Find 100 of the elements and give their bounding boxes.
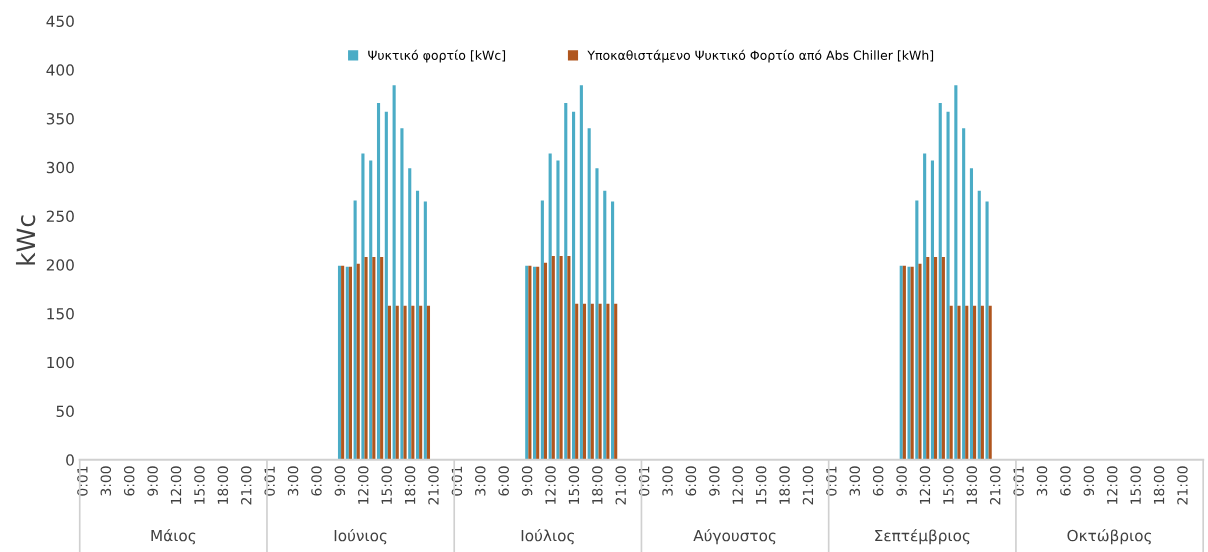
bar (408, 168, 412, 460)
bar (985, 201, 989, 460)
bar (384, 111, 388, 460)
bar (411, 305, 415, 460)
bar (977, 190, 981, 460)
x-tick-label: 6:00 (872, 466, 884, 496)
bar (559, 256, 563, 460)
x-tick-label: 15:00 (1130, 466, 1141, 504)
bar (962, 128, 966, 460)
x-tick-label: 9:00 (147, 466, 158, 496)
x-tick-label: 15:00 (194, 466, 205, 504)
x-tick-label: 21:00 (615, 466, 626, 505)
bar (582, 303, 587, 460)
y-tick-label: 50 (56, 405, 74, 418)
bar (954, 85, 958, 460)
x-tick-label: 18:00 (779, 466, 790, 504)
x-tick-label: 3:00 (287, 466, 299, 496)
x-tick-label: 12:00 (170, 466, 182, 504)
bar (587, 128, 591, 460)
bar (403, 305, 407, 460)
bar (419, 305, 423, 460)
x-tick-label: 21:00 (802, 466, 814, 505)
bar (949, 305, 953, 460)
y-tick-label: 200 (46, 259, 74, 271)
bar (614, 303, 618, 460)
text: Σεπτέμβριος (875, 528, 970, 545)
bar (934, 256, 938, 460)
y-tick-label: 0 (66, 454, 74, 466)
bar (564, 102, 568, 460)
x-tick-label: 15:00 (381, 466, 392, 504)
bar (387, 305, 392, 460)
bar (603, 190, 607, 460)
bar (926, 256, 930, 460)
x-tick-label: 6:00 (685, 466, 697, 496)
bar (361, 153, 365, 460)
bar (915, 200, 919, 460)
x-tick-label: 0:01 (264, 466, 275, 496)
bar (918, 263, 922, 460)
x-tick-label: 9:00 (334, 466, 346, 496)
bar (980, 305, 984, 460)
bar (988, 305, 992, 460)
bar (965, 305, 969, 460)
bar (923, 153, 927, 460)
bar (930, 160, 935, 460)
bar (395, 305, 399, 460)
x-tick-label: 21:00 (240, 466, 252, 505)
text: Μάιος (151, 528, 196, 545)
y-tick-label: 450 (46, 15, 74, 27)
bar (551, 256, 555, 460)
legend-label: Υποκαθιστάμενο Ψυκτικό Φορτίο από Abs Chiller [kWh] (587, 49, 934, 63)
x-tick-label: 3:00 (662, 466, 673, 496)
text: Οκτώβριος (1067, 528, 1152, 545)
bar (572, 111, 576, 460)
bar (606, 303, 610, 460)
x-tick-label: 18:00 (217, 466, 229, 504)
bar (369, 160, 373, 460)
x-tick-label: 6:00 (123, 466, 135, 496)
bar (353, 200, 357, 460)
text: Αύγουστος (693, 528, 776, 545)
y-tick-label: 400 (46, 64, 74, 76)
y-tick-label: 350 (46, 112, 74, 125)
x-tick-label: 9:00 (1083, 466, 1095, 496)
bar (356, 263, 360, 460)
x-tick-label: 9:00 (709, 466, 720, 496)
legend-label: Ψυκτικό φορτίο [kWc] (368, 49, 506, 63)
text: Ιούνιος (334, 528, 387, 545)
bar (415, 190, 420, 460)
x-tick-label: 18:00 (1153, 466, 1165, 504)
x-tick-label: 15:00 (943, 466, 954, 504)
x-tick-label: 15:00 (568, 466, 580, 504)
bar (938, 102, 942, 460)
bar (380, 256, 384, 460)
x-tick-label: 6:00 (311, 466, 322, 496)
bar (400, 128, 404, 460)
bar (341, 265, 345, 460)
bar (941, 256, 945, 460)
bar (426, 305, 431, 460)
bar (575, 303, 579, 460)
bar (611, 201, 615, 460)
bar (969, 168, 974, 460)
bar (579, 85, 583, 460)
x-tick-label: 6:00 (498, 466, 509, 496)
bar (946, 111, 950, 460)
x-tick-label: 18:00 (404, 466, 416, 504)
y-tick-label: 250 (46, 210, 74, 223)
bar (957, 305, 961, 460)
x-tick-label: 6:00 (1060, 466, 1071, 496)
bar (543, 262, 548, 460)
y-tick-label: 100 (47, 356, 74, 369)
y-tick-label: 300 (46, 161, 74, 174)
x-tick-label: 21:00 (428, 466, 439, 505)
x-tick-label: 12:00 (358, 466, 369, 504)
x-tick-label: 21:00 (989, 466, 1001, 505)
bar (376, 102, 381, 460)
bar (590, 303, 594, 460)
bar (595, 168, 599, 460)
y-tick-label: 150 (47, 308, 74, 320)
text: Ιούλιος (521, 528, 574, 545)
x-tick-label: 18:00 (592, 466, 603, 504)
bar (372, 256, 376, 460)
